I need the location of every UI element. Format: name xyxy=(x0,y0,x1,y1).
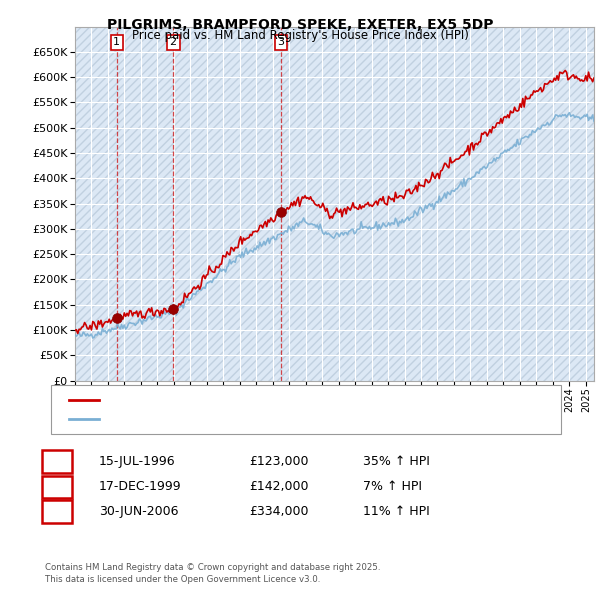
Text: 1: 1 xyxy=(53,455,61,468)
Text: 35% ↑ HPI: 35% ↑ HPI xyxy=(363,455,430,468)
Text: £123,000: £123,000 xyxy=(249,455,308,468)
Text: 17-DEC-1999: 17-DEC-1999 xyxy=(99,480,182,493)
Text: 1: 1 xyxy=(113,38,121,47)
Text: Price paid vs. HM Land Registry's House Price Index (HPI): Price paid vs. HM Land Registry's House … xyxy=(131,30,469,42)
Text: HPI: Average price, detached house, East Devon: HPI: Average price, detached house, East… xyxy=(103,414,355,424)
Text: £334,000: £334,000 xyxy=(249,505,308,518)
Text: 15-JUL-1996: 15-JUL-1996 xyxy=(99,455,176,468)
Text: 11% ↑ HPI: 11% ↑ HPI xyxy=(363,505,430,518)
Text: PILGRIMS, BRAMPFORD SPEKE, EXETER, EX5 5DP: PILGRIMS, BRAMPFORD SPEKE, EXETER, EX5 5… xyxy=(107,18,493,32)
Text: £142,000: £142,000 xyxy=(249,480,308,493)
Text: 3: 3 xyxy=(277,38,284,47)
Text: 2: 2 xyxy=(53,480,61,493)
Text: PILGRIMS, BRAMPFORD SPEKE, EXETER, EX5 5DP (detached house): PILGRIMS, BRAMPFORD SPEKE, EXETER, EX5 5… xyxy=(103,395,452,405)
Text: 2: 2 xyxy=(170,38,177,47)
Text: 30-JUN-2006: 30-JUN-2006 xyxy=(99,505,179,518)
Text: 7% ↑ HPI: 7% ↑ HPI xyxy=(363,480,422,493)
Text: Contains HM Land Registry data © Crown copyright and database right 2025.
This d: Contains HM Land Registry data © Crown c… xyxy=(45,563,380,584)
Text: 3: 3 xyxy=(53,505,61,518)
